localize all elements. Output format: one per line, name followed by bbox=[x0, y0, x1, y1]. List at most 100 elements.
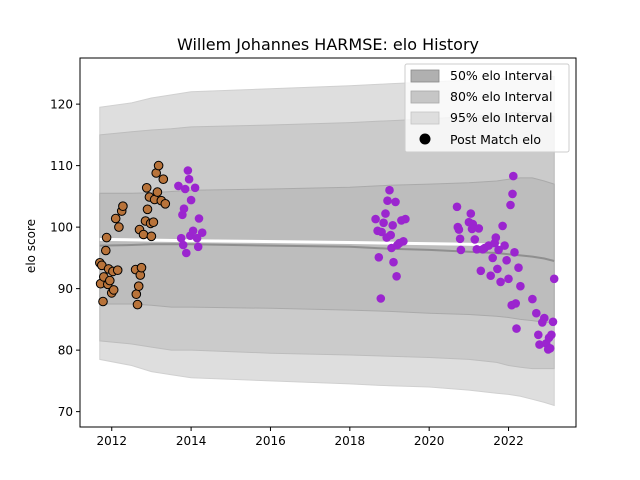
data-point bbox=[491, 233, 501, 242]
data-point bbox=[371, 214, 380, 224]
data-point bbox=[534, 330, 543, 340]
legend-marker-post-match bbox=[419, 133, 431, 145]
data-point bbox=[488, 253, 498, 263]
data-point bbox=[456, 245, 466, 255]
data-point bbox=[514, 263, 523, 273]
data-point bbox=[136, 262, 147, 273]
data-point bbox=[105, 275, 115, 286]
data-point bbox=[379, 218, 388, 228]
data-point bbox=[133, 281, 144, 292]
data-point bbox=[399, 237, 408, 246]
x-tick-label: 2018 bbox=[335, 434, 366, 448]
series-1 bbox=[174, 166, 559, 354]
data-point bbox=[146, 231, 157, 242]
data-point bbox=[179, 204, 189, 213]
data-point bbox=[540, 313, 549, 323]
y-axis-label: elo score bbox=[24, 219, 38, 273]
series-0 bbox=[95, 160, 171, 310]
data-point bbox=[454, 225, 464, 234]
legend-swatch-95 bbox=[410, 111, 440, 125]
data-point bbox=[101, 232, 112, 243]
mean-line bbox=[99, 243, 555, 262]
data-point bbox=[389, 257, 398, 267]
data-point bbox=[385, 185, 394, 195]
data-point bbox=[381, 209, 390, 218]
data-point bbox=[182, 248, 191, 258]
data-point bbox=[545, 344, 555, 353]
data-point bbox=[452, 202, 462, 212]
plot-area bbox=[95, 76, 559, 407]
data-point bbox=[528, 294, 537, 304]
data-point bbox=[498, 221, 507, 231]
data-point bbox=[377, 227, 386, 237]
y-axis: 70 80 90 100 110 120 bbox=[50, 98, 80, 419]
data-point bbox=[138, 229, 149, 240]
data-point bbox=[500, 241, 509, 250]
x-tick-label: 2012 bbox=[96, 434, 127, 448]
data-point bbox=[496, 277, 505, 287]
data-point bbox=[455, 234, 465, 244]
data-point bbox=[174, 181, 183, 191]
data-point bbox=[376, 294, 386, 303]
data-point bbox=[391, 197, 400, 207]
data-point bbox=[178, 240, 188, 250]
reference-line bbox=[99, 237, 505, 248]
x-tick-label: 2020 bbox=[414, 434, 445, 448]
legend-label-80: 80% elo Interval bbox=[450, 89, 552, 104]
y-tick-label: 100 bbox=[50, 221, 73, 235]
data-point bbox=[548, 317, 558, 327]
data-point bbox=[508, 189, 517, 199]
legend-label-50: 50% elo Interval bbox=[450, 68, 552, 83]
y-tick-label: 120 bbox=[50, 98, 73, 112]
data-point bbox=[183, 166, 193, 175]
legend-label-post-match: Post Match elo bbox=[450, 132, 541, 147]
data-point bbox=[549, 274, 559, 284]
data-point bbox=[493, 264, 502, 274]
data-point bbox=[152, 187, 163, 197]
data-point bbox=[148, 217, 159, 227]
x-axis: 2012 2014 2016 2018 2020 2022 bbox=[96, 427, 524, 448]
legend: 50% elo Interval 80% elo Interval 95% el… bbox=[404, 63, 570, 153]
y-tick-label: 90 bbox=[58, 282, 73, 296]
data-point bbox=[188, 226, 198, 236]
x-tick-label: 2016 bbox=[255, 434, 286, 448]
data-point bbox=[535, 340, 544, 349]
chart-title: Willem Johannes HARMSE: elo History bbox=[177, 35, 479, 54]
legend-box bbox=[404, 63, 570, 153]
data-point bbox=[547, 330, 556, 340]
data-point bbox=[197, 228, 207, 237]
y-tick-label: 70 bbox=[58, 405, 73, 419]
data-point bbox=[502, 255, 511, 265]
data-point bbox=[110, 213, 121, 224]
data-point bbox=[190, 183, 200, 193]
x-tick-label: 2022 bbox=[493, 434, 524, 448]
data-point bbox=[516, 281, 525, 291]
data-point bbox=[466, 209, 476, 218]
data-point bbox=[192, 233, 202, 243]
data-point bbox=[504, 274, 513, 284]
data-point bbox=[101, 245, 111, 256]
legend-swatch-50 bbox=[410, 69, 440, 83]
data-point bbox=[184, 174, 194, 184]
data-point bbox=[468, 219, 478, 229]
data-point bbox=[193, 242, 203, 252]
x-tick-label: 2014 bbox=[176, 434, 207, 448]
data-point bbox=[470, 235, 480, 244]
data-point bbox=[118, 201, 128, 211]
data-point bbox=[392, 272, 401, 281]
data-point bbox=[158, 174, 169, 184]
data-point bbox=[153, 160, 164, 171]
y-tick-label: 110 bbox=[50, 159, 73, 173]
y-tick-label: 80 bbox=[58, 344, 73, 358]
legend-label-95: 95% elo Interval bbox=[450, 110, 552, 125]
data-point bbox=[160, 199, 171, 209]
data-point bbox=[114, 222, 124, 232]
data-point bbox=[374, 252, 384, 262]
data-point bbox=[108, 285, 119, 295]
data-point bbox=[472, 245, 482, 254]
data-point bbox=[112, 265, 123, 276]
data-point bbox=[509, 171, 518, 181]
data-point bbox=[510, 248, 519, 257]
data-point bbox=[98, 296, 108, 307]
